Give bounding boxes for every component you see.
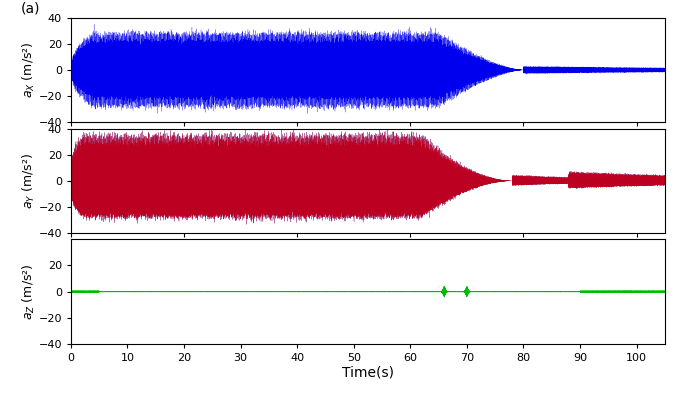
Y-axis label: $a_Z$ (m/s²): $a_Z$ (m/s²) [21,263,37,320]
Y-axis label: $a_X$ (m/s²): $a_X$ (m/s²) [21,42,37,98]
X-axis label: Time(s): Time(s) [342,365,394,380]
Y-axis label: $a_Y$ (m/s²): $a_Y$ (m/s²) [21,153,37,209]
Text: (a): (a) [20,2,40,16]
